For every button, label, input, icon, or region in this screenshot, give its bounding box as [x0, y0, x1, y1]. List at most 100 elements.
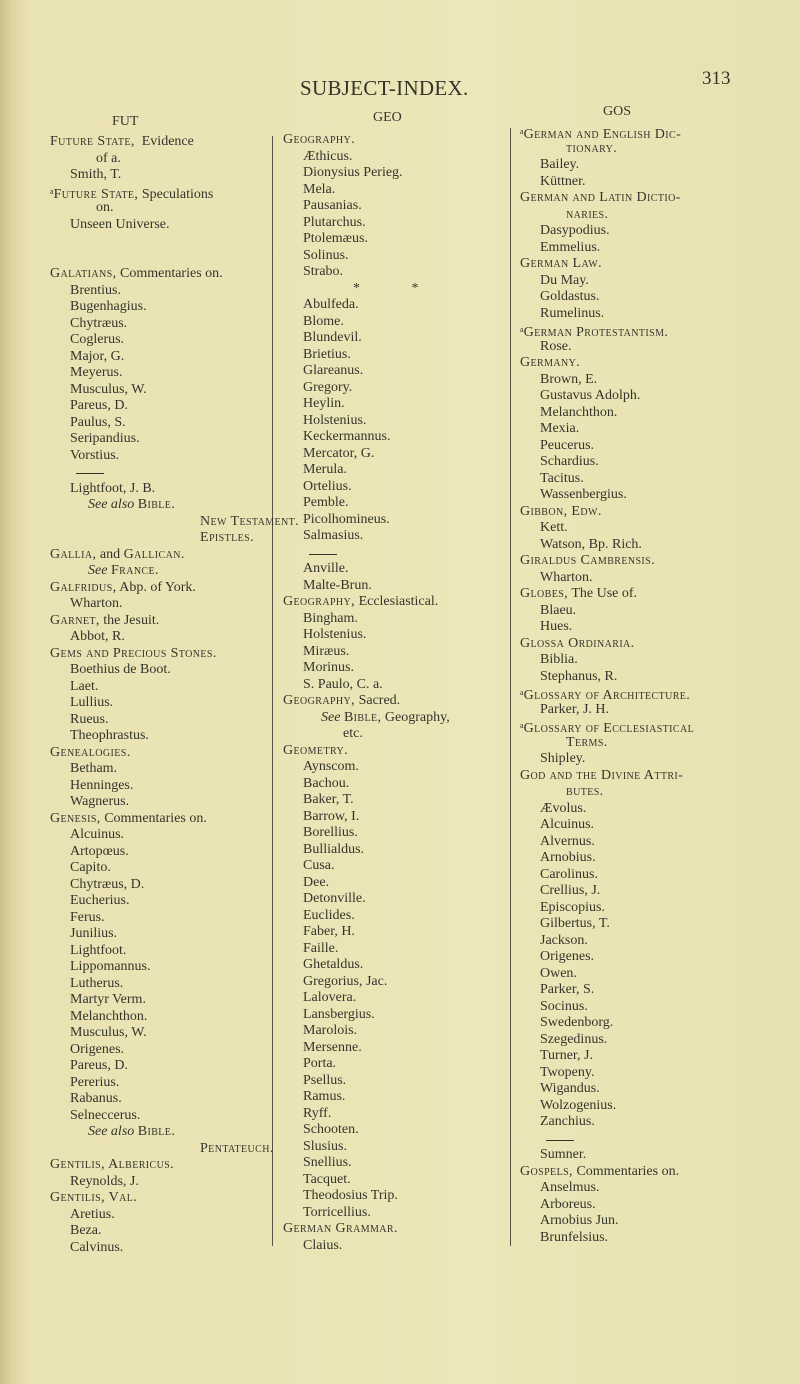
- index-subentry: Ortelius.: [303, 478, 352, 494]
- index-subentry: Tacquet.: [303, 1171, 351, 1187]
- index-subentry: Salmasius.: [303, 528, 364, 543]
- entry-text: Speculations: [138, 186, 214, 202]
- index-subentry: Rueus.: [70, 711, 109, 727]
- index-subentry: Wagnerus.: [70, 794, 130, 809]
- index-heading: Gospels, Commentaries on.: [520, 1164, 694, 1181]
- index-subentry: Miræus.: [303, 643, 350, 659]
- section-rule: [283, 545, 450, 562]
- entry-heading-text: Gentilis, Val.: [50, 1190, 138, 1205]
- index-subentry: Keckermannus.: [303, 429, 391, 444]
- index-column-geo: Geography. Æthicus. Dionysius Perieg. Mela.…: [283, 132, 450, 1254]
- index-subentry: Barrow, I.: [303, 808, 360, 824]
- index-subentry: Junilius.: [70, 926, 118, 941]
- index-subentry: Lightfoot, J. B.: [70, 480, 156, 496]
- page-number: 313: [702, 68, 731, 89]
- index-subentry: Snellius.: [303, 1155, 352, 1170]
- index-heading: Gentilis, Albericus.: [50, 1157, 299, 1174]
- index-subentry: Socinus.: [540, 998, 588, 1014]
- index-subentry: Plutarchus.: [303, 214, 366, 230]
- entry-heading-text: Pentateuch.: [200, 1140, 274, 1156]
- index-subentry: Bailey.: [540, 157, 580, 172]
- see-also-label: See: [321, 709, 341, 725]
- index-subentry: Rose.: [540, 338, 572, 354]
- index-subentry: Ptolemæus.: [303, 231, 368, 246]
- index-subentry: Melanchthon.: [540, 404, 618, 420]
- index-subentry: Jackson.: [540, 932, 588, 948]
- entry-heading-text: German Law.: [520, 256, 603, 271]
- index-subentry: Seripandius.: [70, 431, 140, 446]
- entry-heading-text: Galatians,: [50, 266, 117, 281]
- index-heading: Gibbon, Edw.: [520, 504, 694, 521]
- index-subentry: Marolois.: [303, 1023, 358, 1038]
- entry-heading-text: Genesis,: [50, 810, 101, 826]
- index-subentry: Mercator, G.: [303, 445, 375, 461]
- entry-heading-text: Gospels,: [520, 1163, 573, 1179]
- index-subentry: Major, G.: [70, 348, 125, 364]
- index-subentry: Alvernus.: [540, 833, 595, 849]
- index-subentry: Blome.: [303, 313, 344, 329]
- cross-reference: See France.: [50, 563, 299, 580]
- index-subentry: Glareanus.: [303, 363, 364, 378]
- entry-text: on.: [96, 200, 114, 215]
- entry-heading-text: France.: [110, 563, 159, 578]
- index-heading: Globes, The Use of.: [520, 586, 694, 603]
- index-heading: Geography.: [283, 132, 450, 149]
- index-subentry: Szegedinus.: [540, 1031, 608, 1047]
- index-subentry: Boethius de Boot.: [70, 662, 171, 677]
- index-subentry: Bullialdus.: [303, 841, 365, 857]
- index-subentry: Wharton.: [540, 569, 593, 585]
- note-mark: a: [520, 325, 524, 334]
- index-subentry: Wolzogenius.: [540, 1097, 617, 1113]
- index-subentry: Gustavus Adolph.: [540, 388, 641, 403]
- entry-heading-text: Gentilis, Albericus.: [50, 1157, 175, 1172]
- entry-heading-text: tionary.: [566, 140, 618, 156]
- index-heading: aFuture State, Speculations: [50, 184, 299, 202]
- entry-heading-text: Giraldus Cambrensis.: [520, 553, 656, 568]
- index-subentry: Peucerus.: [540, 437, 595, 453]
- index-heading: Glossa Ordinaria.: [520, 636, 694, 653]
- index-heading: Future State, Evidence: [50, 134, 299, 151]
- index-subentry: Brentius.: [70, 282, 121, 298]
- index-subentry: Gilbertus, T.: [540, 916, 610, 931]
- index-subentry: Bachou.: [303, 775, 350, 791]
- index-subentry: Solinus.: [303, 247, 349, 263]
- index-subentry: Wassenbergius.: [540, 487, 627, 502]
- index-heading: Galatians, Commentaries on.: [50, 266, 299, 283]
- index-subentry: Holstenius.: [303, 627, 367, 642]
- entry-heading-text: Gems and Precious Stones.: [50, 645, 217, 661]
- index-subentry: Claius.: [303, 1237, 343, 1253]
- entry-heading-text: German and English Dic-: [523, 127, 682, 142]
- entry-text: Evidence: [134, 134, 194, 149]
- index-subentry: Artopœus.: [70, 843, 129, 859]
- index-subentry: Anville.: [303, 561, 349, 576]
- index-subentry: Blaeu.: [540, 602, 577, 618]
- index-subentry: Ramus.: [303, 1089, 346, 1104]
- blank-line: [50, 233, 299, 250]
- entry-heading-text: Geography.: [283, 132, 356, 147]
- index-subentry: Calvinus.: [70, 1239, 124, 1255]
- cross-reference-continuation: Epistles.: [50, 530, 299, 547]
- cross-reference: See Bible, Geography,: [283, 710, 450, 727]
- index-subentry: Brunfelsius.: [540, 1229, 609, 1245]
- index-subentry: Kett.: [540, 520, 568, 535]
- entry-heading-text: Garnet,: [50, 612, 100, 628]
- index-subentry: Detonville.: [303, 891, 366, 906]
- entry-heading-text: Glossary of Ecclesiastical: [523, 721, 695, 736]
- note-mark: a: [50, 186, 54, 196]
- index-subentry: Paulus, S.: [70, 414, 126, 430]
- index-heading: aGlossary of Ecclesiastical: [520, 718, 695, 736]
- entry-text: Geography,: [381, 709, 450, 725]
- index-subentry: Brown, E.: [540, 371, 598, 387]
- blank-line: [50, 250, 299, 267]
- index-subentry: Dasypodius.: [540, 223, 610, 238]
- index-subentry: Beza.: [70, 1223, 102, 1238]
- entry-text: * *: [353, 280, 443, 296]
- index-subentry: Sumner.: [540, 1147, 587, 1162]
- entry-heading-text: Bible.: [137, 1124, 176, 1139]
- index-subentry: Küttner.: [540, 173, 586, 189]
- index-subentry: Alcuinus.: [70, 827, 125, 842]
- index-subentry: Biblia.: [540, 652, 578, 667]
- index-subentry: Rumelinus.: [540, 305, 605, 321]
- index-subentry: Lippomannus.: [70, 959, 151, 974]
- index-subentry: S. Paulo, C. a.: [303, 676, 383, 692]
